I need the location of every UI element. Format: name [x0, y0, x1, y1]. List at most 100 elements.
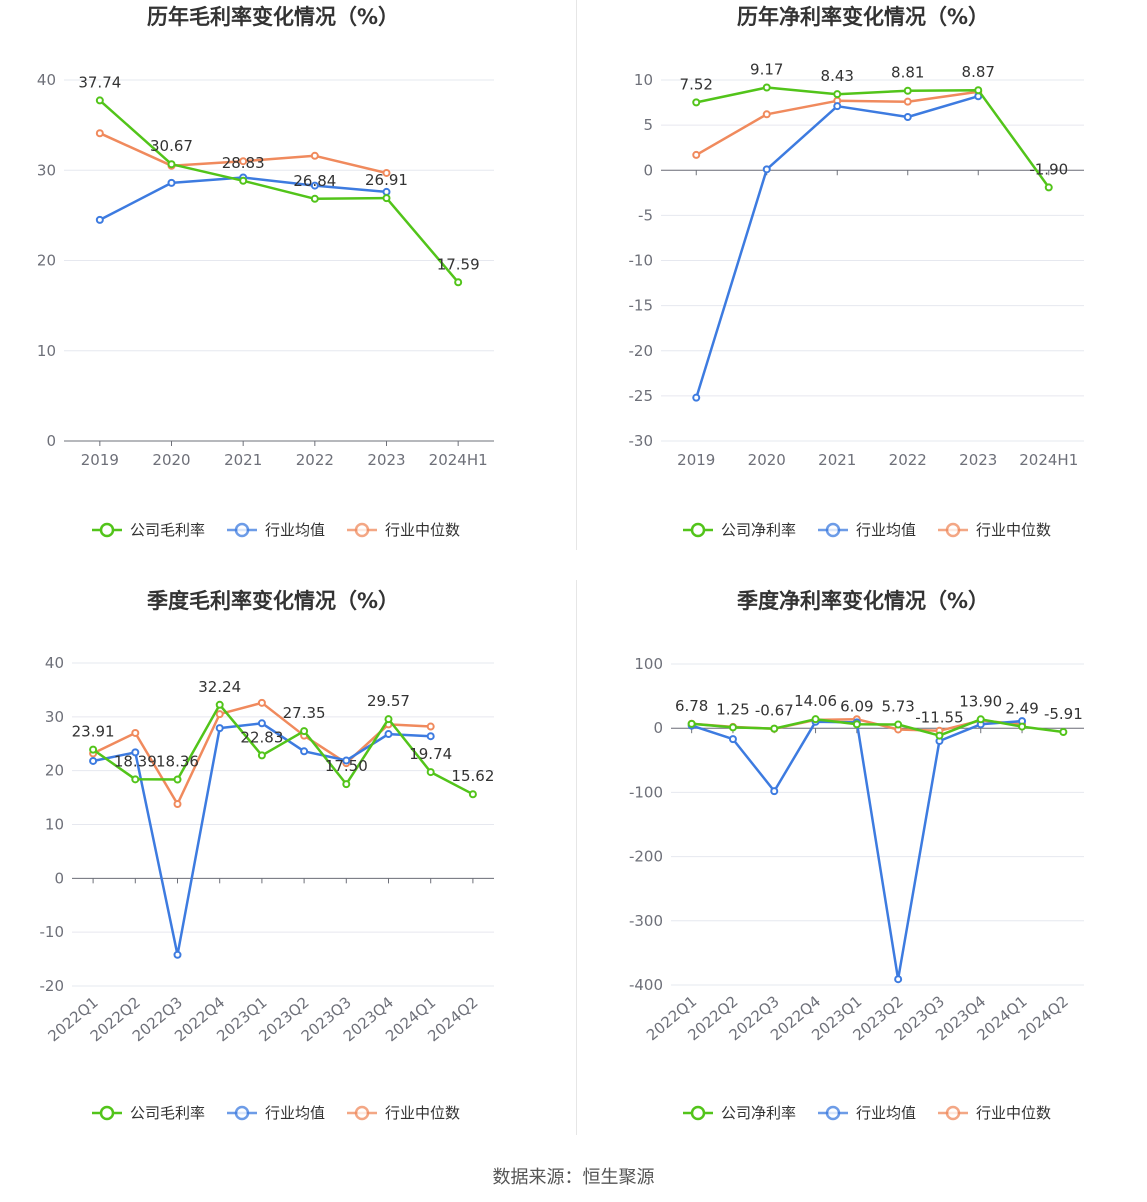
legend-label: 公司毛利率	[130, 521, 205, 539]
data-label: 15.62	[451, 767, 494, 785]
data-point	[131, 728, 140, 737]
legend-item: 公司毛利率	[92, 521, 205, 539]
data-point	[426, 722, 435, 731]
legend-label: 行业均值	[856, 1104, 916, 1122]
legend-item: 公司净利率	[683, 1104, 796, 1122]
data-label: 17.50	[325, 757, 368, 775]
data-label: 30.67	[150, 137, 193, 155]
data-point	[833, 102, 842, 111]
legend-marker	[825, 522, 841, 538]
data-label: 28.83	[222, 154, 265, 172]
data-label: 22.83	[240, 728, 283, 746]
legend-marker	[99, 522, 115, 538]
legend-item: 公司毛利率	[92, 1104, 205, 1122]
data-point	[89, 745, 98, 754]
data-point	[1018, 722, 1027, 731]
y-tick-label: -200	[629, 848, 663, 866]
y-tick-label: 40	[37, 71, 56, 89]
y-tick-label: 10	[634, 71, 653, 89]
series-line	[696, 86, 1050, 189]
legend-label: 行业中位数	[385, 1104, 460, 1122]
data-label: 17.59	[437, 255, 480, 273]
chart-title: 历年毛利率变化情况（%）	[147, 5, 399, 29]
data-point	[833, 90, 842, 99]
chart-title: 季度净利率变化情况（%）	[737, 589, 989, 613]
legend-marker	[690, 1105, 706, 1121]
data-point	[762, 83, 771, 92]
legend-item: 行业均值	[227, 1104, 325, 1122]
data-point	[811, 715, 820, 724]
data-point	[692, 150, 701, 159]
data-label: 9.17	[750, 60, 783, 78]
data-label: 26.91	[365, 171, 408, 189]
data-label: 6.78	[675, 697, 708, 715]
data-point	[728, 735, 737, 744]
data-label: 8.87	[962, 63, 995, 81]
y-tick-label: -400	[629, 976, 663, 994]
y-tick-label: 40	[45, 654, 64, 672]
y-tick-label: -10	[40, 923, 65, 941]
data-point	[257, 698, 266, 707]
data-point	[894, 720, 903, 729]
x-tick-label: 2021	[224, 451, 262, 469]
data-point	[95, 96, 104, 105]
data-point	[762, 110, 771, 119]
data-point	[310, 151, 319, 160]
data-point	[692, 393, 701, 402]
annual-net-margin-chart: 历年净利率变化情况（%） -30 -25 -20 -15 -10 -5 0 5 10 2019 202…	[629, 5, 1084, 539]
data-point	[935, 731, 944, 740]
data-label: 19.74	[409, 745, 452, 763]
legend-marker	[234, 1105, 250, 1121]
data-label: 7.52	[680, 75, 713, 93]
data-label: -0.67	[755, 702, 794, 720]
data-label: 26.84	[293, 172, 336, 190]
legend-item: 行业中位数	[938, 521, 1051, 539]
y-tick-label: 0	[653, 719, 663, 737]
series-line	[98, 99, 460, 284]
data-label: 29.57	[367, 692, 410, 710]
annual-gross-margin-chart: 历年毛利率变化情况（%） 0 10 20 30 40 2019 2020 2021 2022 202…	[37, 5, 494, 539]
data-label: -1.90	[1029, 160, 1068, 178]
y-tick-label: 30	[37, 161, 56, 179]
quarterly-net-margin-chart: 季度净利率变化情况（%）-400-300-200-10001002022Q120…	[629, 589, 1084, 1122]
x-tick-label: 2020	[152, 451, 190, 469]
legend-label: 行业均值	[265, 521, 325, 539]
data-point	[215, 710, 224, 719]
data-point	[167, 178, 176, 187]
y-tick-label: 10	[45, 816, 64, 834]
series-0	[687, 715, 1068, 740]
data-point	[300, 727, 309, 736]
data-label: 8.43	[821, 67, 854, 85]
divider-top	[576, 0, 577, 550]
legend-item: 行业中位数	[938, 1104, 1051, 1122]
y-tick-label: 10	[37, 342, 56, 360]
legend-item: 行业均值	[818, 521, 916, 539]
data-point	[1044, 183, 1053, 192]
data-point	[762, 165, 771, 174]
legend-item: 公司净利率	[683, 521, 796, 539]
data-point	[974, 86, 983, 95]
legend-label: 行业中位数	[976, 521, 1051, 539]
data-point	[382, 168, 391, 177]
series-1	[692, 92, 983, 402]
y-tick-label: -15	[629, 297, 654, 315]
data-point	[215, 724, 224, 733]
series-line	[695, 95, 979, 399]
data-point	[384, 715, 393, 724]
data-label: 23.91	[72, 723, 115, 741]
data-point	[770, 787, 779, 796]
data-point	[770, 724, 779, 733]
data-point	[382, 187, 391, 196]
data-label: 18.39	[114, 752, 157, 770]
legend-label: 行业均值	[265, 1104, 325, 1122]
data-point	[976, 715, 985, 724]
data-label: 5.73	[881, 698, 914, 716]
legend-marker	[945, 522, 961, 538]
data-point	[426, 732, 435, 741]
data-point	[384, 730, 393, 739]
data-point	[454, 278, 463, 287]
series-0	[95, 96, 463, 287]
legend-label: 公司净利率	[721, 521, 796, 539]
x-tick-label: 2019	[81, 451, 119, 469]
data-point	[903, 86, 912, 95]
